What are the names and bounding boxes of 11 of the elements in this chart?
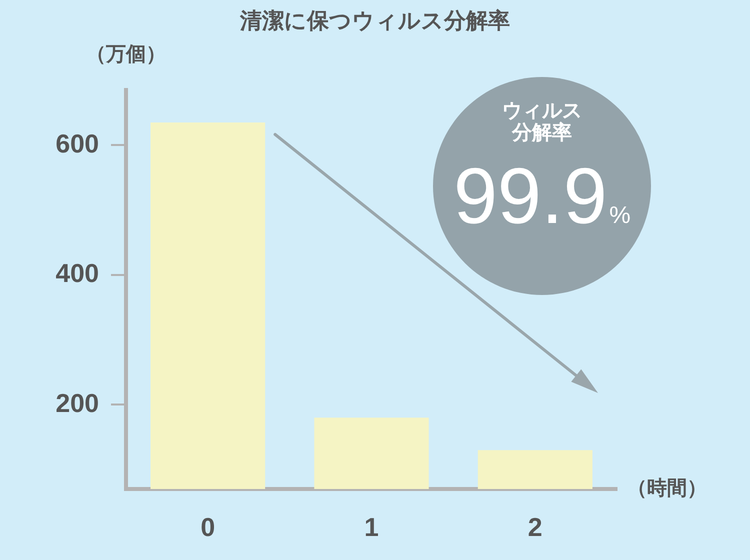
y-tick-label: 200 — [56, 388, 99, 418]
x-tick-label: 1 — [364, 512, 379, 542]
x-axis-title: （時間） — [627, 478, 707, 500]
chart-title: 清潔に保つウィルス分解率 — [239, 8, 510, 34]
y-tick-label: 400 — [56, 258, 99, 288]
x-tick-label: 0 — [200, 512, 216, 542]
y-axis-title: （万個） — [86, 44, 166, 66]
annotation: 99.9% — [453, 151, 631, 240]
annotation: ウィルス分解率 — [501, 100, 583, 144]
y-tick-label: 600 — [56, 128, 99, 158]
x-tick-label: 2 — [528, 512, 542, 542]
